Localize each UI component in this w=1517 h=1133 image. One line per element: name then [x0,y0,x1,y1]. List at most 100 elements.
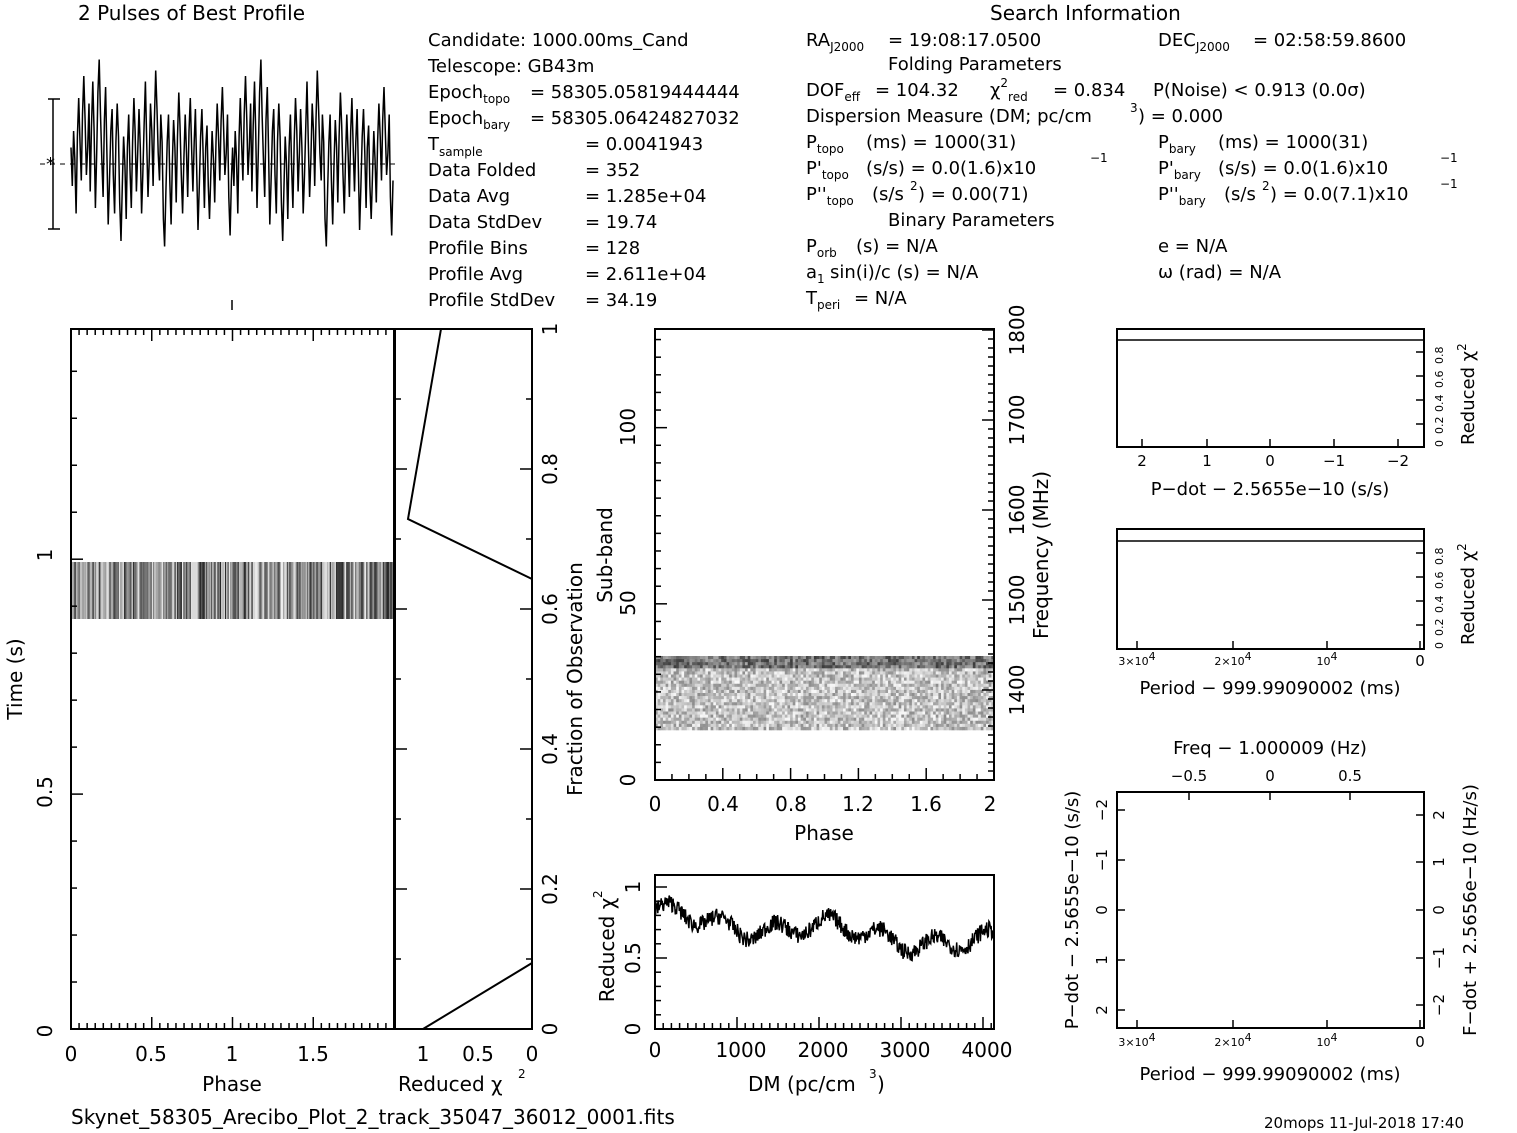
svg-text:0.6: 0.6 [1433,572,1446,590]
subband-cell [888,699,892,703]
subband-cell [840,723,844,728]
time-phase-cell [146,562,149,619]
subband-cell [821,662,825,666]
subband-cell [734,714,738,718]
subband-cell [655,702,658,706]
subband-cell [956,711,960,715]
subband-cell [914,686,918,691]
subband-cell [800,659,804,663]
subband-cell [787,683,791,688]
subband-cell [790,717,794,722]
subband-cell [739,665,743,669]
subband-cell [906,680,910,685]
svg-text:2×104: 2×104 [1214,1031,1251,1049]
subband-cell [864,656,868,660]
subband-cell [850,656,854,660]
subband-cell [782,662,786,666]
tp-ylabel: Time (s) [3,638,27,720]
subband-cell [808,699,812,703]
svg-text:100: 100 [616,408,640,446]
subband-cell [723,683,727,688]
subband-cell [792,717,796,722]
subband-cell [890,665,894,669]
subband-cell [808,711,812,715]
subband-cell [856,696,860,700]
subband-cell [845,726,849,731]
subband-cell [919,686,923,691]
subband-cell [869,662,873,666]
subband-cell [670,668,674,672]
subband-cell [954,665,958,669]
subband-cell [911,680,915,685]
subband-cell [898,726,902,731]
subband-cell [710,671,714,675]
subband-cell [657,717,661,722]
subband-cell [819,677,823,681]
subband-cell [676,705,680,709]
subband-cell [684,720,688,725]
subband-cell [925,659,929,663]
subband-cell [713,708,717,712]
subband-cell [684,662,688,666]
subband-cell [752,671,756,675]
subband-cell [935,702,939,706]
time-phase-cell [156,562,159,619]
subband-cell [877,717,881,722]
subband-cell [795,702,799,706]
subband-cell [798,677,801,681]
subband-cell [893,717,897,722]
subband-cell [991,699,995,703]
time-phase-cell [356,562,358,619]
subband-cell [856,699,860,703]
subband-cell [938,674,942,678]
subband-cell [933,705,937,709]
subband-cell [848,689,852,694]
subband-cell [882,674,886,678]
subband-cell [901,705,905,709]
time-phase-cell [145,562,148,619]
subband-cell [771,662,775,666]
subband-cell [951,702,955,706]
subband-cell [864,671,868,675]
subband-cell [959,686,963,691]
subband-cell [864,711,868,715]
subband-cell [803,717,807,722]
subband-cell [919,717,923,722]
subband-cell [726,674,730,678]
subband-cell [668,689,672,694]
subband-cell [734,686,738,691]
subband-cell [943,693,947,697]
subband-cell [872,726,876,731]
subband-cell [927,693,931,697]
time-phase-cell [84,562,87,619]
subband-cell [705,702,709,706]
svg-text:2: 2 [518,1067,526,1081]
subband-cell [707,726,711,731]
subband-cell [880,723,884,728]
subband-cell [710,702,714,706]
subband-cell [684,659,688,663]
subband-cell [919,671,923,675]
subband-cell [776,680,780,685]
time-phase-cell [262,562,265,619]
subband-cell [858,656,862,660]
svg-text:DECJ2000: DECJ2000 [1158,30,1230,54]
subband-cell [700,671,703,675]
subband-cell [972,668,976,672]
subband-cell [919,662,923,666]
subband-cell [660,656,664,660]
subband-cell [681,674,685,678]
subband-cell [917,702,921,706]
subband-cell [808,708,812,712]
subband-cell [991,656,995,660]
svg-text:Ptopo: Ptopo [806,132,844,156]
subband-cell [967,665,971,669]
subband-cell [657,693,661,697]
subband-cell [848,671,852,675]
subband-cell [980,674,984,678]
subband-cell [655,726,658,731]
subband-cell [694,726,698,731]
subband-cell [718,689,722,694]
subband-cell [967,708,971,712]
subband-cell [890,714,894,718]
